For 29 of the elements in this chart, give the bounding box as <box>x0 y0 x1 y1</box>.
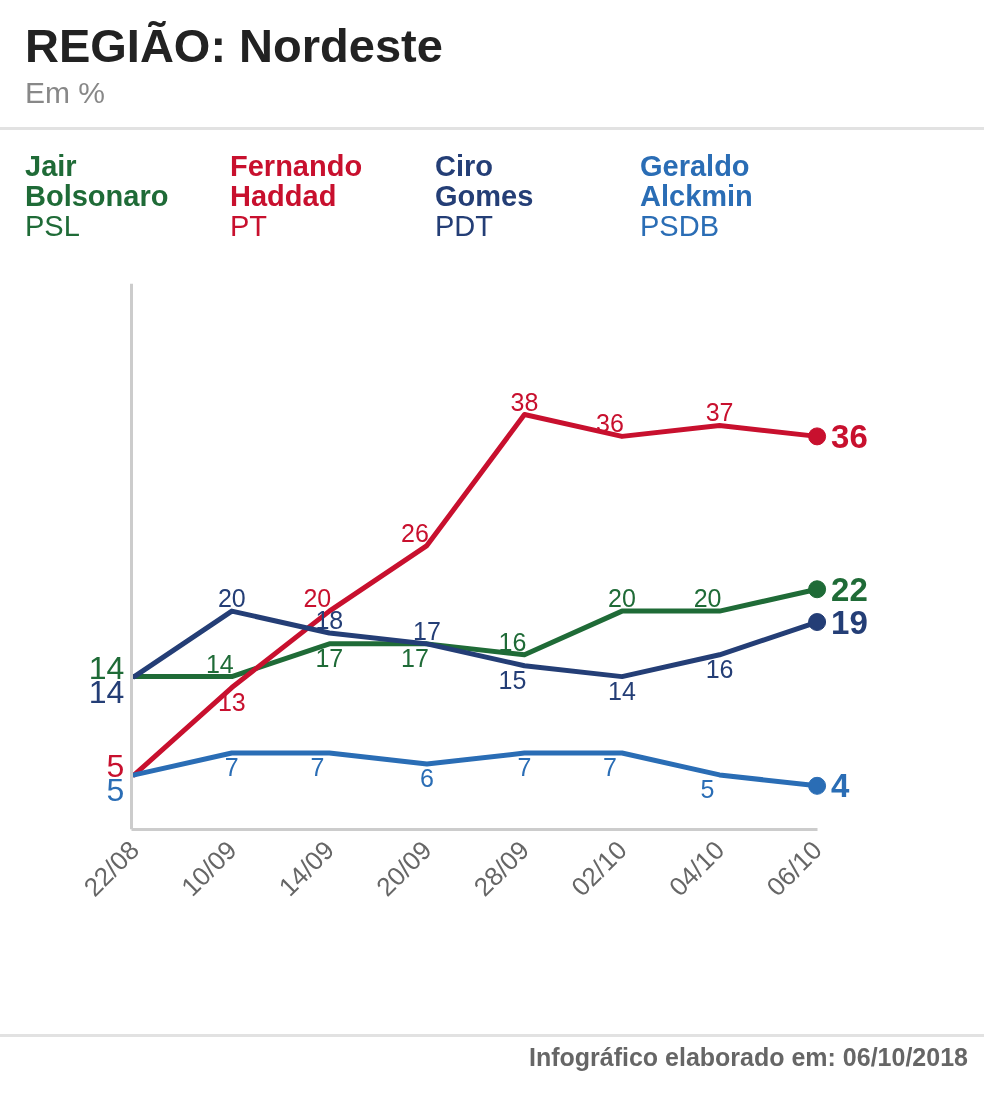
data-label: 15 <box>498 665 527 694</box>
data-label: 16 <box>705 654 734 683</box>
text: Ciro Gomes PDT <box>435 149 534 243</box>
data-label: 6 <box>419 763 434 792</box>
text: Fernando Haddad PT <box>230 149 363 243</box>
chart-subtitle: Em % <box>25 75 106 110</box>
data-label: 26 <box>401 518 429 547</box>
text: Geraldo Alckmin PSDB <box>640 149 753 243</box>
data-label: 7 <box>310 753 325 782</box>
data-label: 7 <box>224 753 239 782</box>
data-label: 4 <box>831 767 851 805</box>
data-label: 20 <box>693 584 722 613</box>
text: Jair Bolsonaro PSL <box>25 149 169 243</box>
data-label: 7 <box>517 753 532 782</box>
chart-title: REGIÃO: Nordeste <box>25 18 443 72</box>
data-label: 17 <box>413 616 441 645</box>
data-label: 20 <box>608 584 636 613</box>
data-label: 17 <box>401 643 429 672</box>
data-label: 14 <box>205 649 234 678</box>
data-label: 7 <box>603 753 617 782</box>
data-label: 38 <box>510 387 539 416</box>
data-label: 37 <box>705 398 734 427</box>
data-label: 14 <box>608 676 636 705</box>
data-label: 36 <box>831 417 868 455</box>
data-label: 16 <box>498 627 527 656</box>
text: Infográfico elaborado em: 06/10/2018 <box>528 1043 968 1073</box>
data-label: 17 <box>315 643 344 672</box>
data-label: 20 <box>217 584 246 613</box>
data-label: 5 <box>700 774 715 803</box>
